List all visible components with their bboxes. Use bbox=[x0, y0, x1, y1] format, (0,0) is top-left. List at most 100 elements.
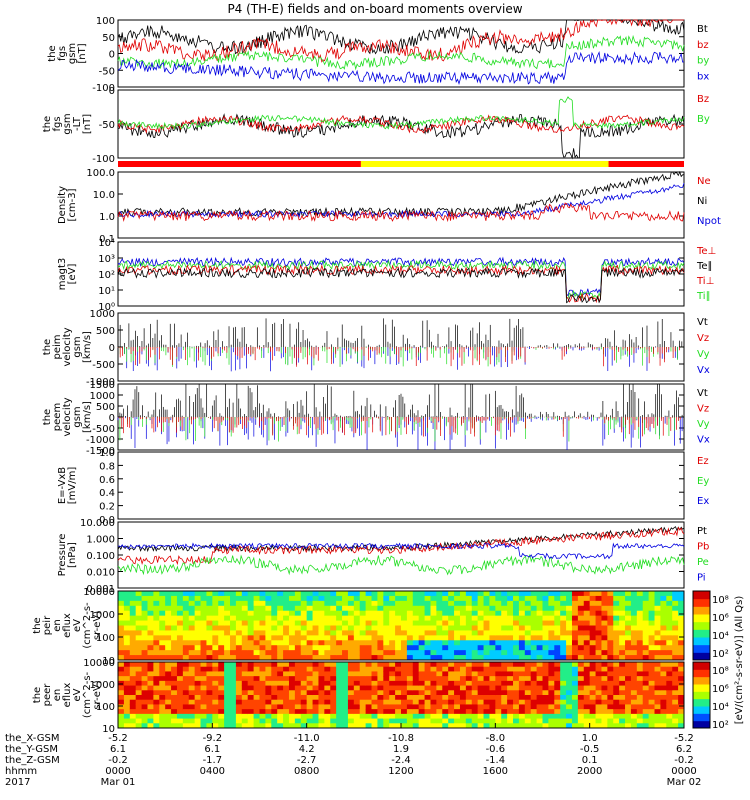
spectrogram-cell bbox=[389, 723, 396, 729]
spectrogram-cell bbox=[153, 655, 160, 661]
spectrogram-cell bbox=[654, 695, 661, 701]
spectrogram-cell bbox=[530, 662, 538, 668]
spectrogram-cell bbox=[448, 690, 455, 696]
spectrogram-cell bbox=[642, 723, 650, 729]
spectrogram-cell bbox=[607, 630, 614, 636]
spectrogram-cell bbox=[147, 699, 154, 705]
spectrogram-cell bbox=[330, 595, 337, 602]
spectrogram-cell bbox=[247, 650, 255, 656]
spectrogram-cell bbox=[436, 625, 443, 631]
spectrogram-cell bbox=[513, 655, 520, 661]
y-axis-label: [nT] bbox=[77, 43, 88, 63]
spectrogram-cell bbox=[235, 605, 243, 612]
spectrogram-cell bbox=[589, 671, 597, 677]
spectrogram-cell bbox=[448, 713, 455, 720]
spectrogram-cell bbox=[483, 600, 490, 607]
spectrogram-cell bbox=[489, 709, 496, 715]
spectrogram-cell bbox=[577, 645, 585, 651]
y-axis-label: eV bbox=[72, 688, 83, 701]
spectrogram-cell bbox=[188, 676, 196, 682]
spectrogram-cell bbox=[294, 655, 302, 661]
spectrogram-cell bbox=[666, 680, 673, 687]
spectrogram-cell bbox=[601, 718, 608, 724]
spectrogram-cell bbox=[613, 625, 620, 631]
spectrogram-cell bbox=[194, 680, 202, 687]
spectrogram-cell bbox=[601, 630, 608, 636]
spectrogram-cell bbox=[654, 591, 661, 597]
spectrogram-cell bbox=[230, 650, 237, 656]
spectrogram-cell bbox=[247, 695, 255, 701]
spectrogram-cell bbox=[577, 600, 585, 607]
spectrogram-cell bbox=[613, 709, 620, 715]
spectrogram-cell bbox=[507, 650, 514, 656]
spectrogram-cell bbox=[141, 671, 148, 677]
spectrogram-cell bbox=[548, 662, 555, 668]
spectrogram-cell bbox=[595, 650, 602, 656]
spectrogram-cell bbox=[324, 595, 331, 602]
spectrogram-cell bbox=[230, 591, 237, 597]
spectrogram-cell bbox=[454, 610, 461, 617]
spectrogram-cell bbox=[630, 685, 638, 691]
spectrogram-cell bbox=[359, 699, 367, 705]
spectrogram-cell bbox=[159, 620, 166, 626]
spectrogram-cell bbox=[218, 685, 225, 691]
spectrogram-cell bbox=[401, 676, 408, 682]
spectrogram-cell bbox=[300, 718, 308, 724]
spectrogram-cell bbox=[518, 645, 526, 651]
spectrogram-cell bbox=[141, 723, 148, 729]
spectrogram-cell bbox=[513, 635, 520, 641]
spectrogram-cell bbox=[577, 666, 585, 672]
spectrogram-cell bbox=[312, 676, 319, 682]
spectrogram-cell bbox=[347, 704, 355, 710]
spectrogram-cell bbox=[630, 662, 638, 668]
spectrogram-cell bbox=[200, 713, 207, 720]
spectrogram-cell bbox=[330, 620, 337, 626]
spectrogram-cell bbox=[642, 640, 650, 646]
spectrogram-cell bbox=[530, 650, 538, 656]
spectrogram-cell bbox=[176, 600, 184, 607]
spectrogram-cell bbox=[625, 713, 632, 720]
spectrogram-cell bbox=[306, 605, 314, 612]
spectrogram-cell bbox=[660, 655, 667, 661]
spectrogram-cell bbox=[176, 630, 184, 636]
spectrogram-cell bbox=[536, 671, 543, 677]
spectrogram-cell bbox=[448, 695, 455, 701]
spectrogram-cell bbox=[259, 718, 266, 724]
spectrogram-cell bbox=[188, 600, 196, 607]
spectrogram-cell bbox=[672, 685, 679, 691]
spectrogram-cell bbox=[471, 595, 479, 602]
spectrogram-cell bbox=[489, 671, 496, 677]
spectrogram-cell bbox=[283, 610, 290, 617]
spectrogram-cell bbox=[577, 625, 585, 631]
spectrogram-cell bbox=[241, 662, 249, 668]
spectrogram-cell bbox=[430, 666, 437, 672]
spectrogram-cell bbox=[389, 671, 396, 677]
spectrogram-cell bbox=[465, 662, 473, 668]
spectrogram-cell bbox=[530, 615, 538, 622]
spectrogram-cell bbox=[554, 723, 561, 729]
spectrogram-cell bbox=[648, 600, 656, 607]
spectrogram-cell bbox=[619, 605, 626, 612]
spectrogram-cell bbox=[294, 640, 302, 646]
spectrogram-cell bbox=[330, 615, 337, 622]
spectrogram-cell bbox=[530, 718, 538, 724]
spectrogram-cell bbox=[224, 699, 231, 705]
spectrogram-cell bbox=[642, 655, 650, 661]
spectrogram-cell bbox=[395, 690, 402, 696]
spectrogram-cell bbox=[383, 676, 390, 682]
spectrogram-cell bbox=[129, 591, 137, 597]
spectrogram-cell bbox=[583, 625, 591, 631]
spectrogram-cell bbox=[200, 680, 207, 687]
spectrogram-cell bbox=[218, 650, 225, 656]
spectrogram-cell bbox=[247, 704, 255, 710]
spectrogram-cell bbox=[477, 620, 485, 626]
spectrogram-cell bbox=[182, 610, 190, 617]
spectrogram-cell bbox=[654, 690, 661, 696]
y-tick-label: 0.8 bbox=[99, 461, 115, 472]
spectrogram-cell bbox=[365, 610, 373, 617]
spectrogram-cell bbox=[359, 695, 367, 701]
spectrogram-cell bbox=[371, 695, 378, 701]
spectrogram-cell bbox=[159, 695, 166, 701]
spectrogram-cell bbox=[300, 625, 308, 631]
spectrogram-cell bbox=[524, 591, 532, 597]
